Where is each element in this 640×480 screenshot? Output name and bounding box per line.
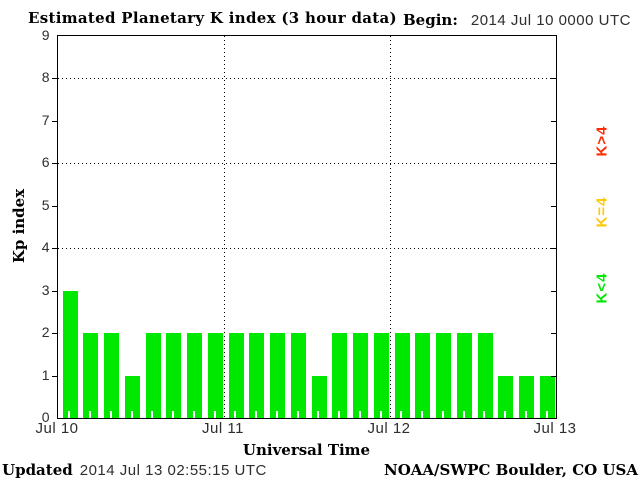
kp-bar [456,333,472,418]
begin-row: Begin: 2014 Jul 10 0000 UTC [403,11,631,29]
axis-tick-notch [483,411,486,418]
axis-tick-notch [400,411,403,418]
axis-tick-notch [441,411,444,418]
axis-tick-notch [172,411,175,418]
axis-tick-notch [234,411,237,418]
kp-bar [249,333,265,418]
axis-tick-notch [109,411,112,418]
axis-tick-notch [545,411,548,418]
y-tick-label: 3 [41,281,50,298]
y-axis-tick-left [52,205,57,207]
y-axis-tick-left [52,78,57,80]
y-tick-label: 6 [41,154,50,171]
axis-tick-notch [275,411,278,418]
y-tick-label: 7 [41,111,50,128]
kp-bar [415,333,431,418]
kp-bar [436,333,451,418]
axis-tick-notch [296,411,299,418]
h-gridline [58,78,556,80]
y-axis-tick-right [551,333,556,335]
kp-bar [270,333,285,418]
x-tick-label: Jul 12 [367,420,411,437]
kp-bar [104,333,119,418]
y-tick-label: 8 [41,69,50,86]
axis-tick-notch [317,411,320,418]
kp-bar [166,333,182,418]
legend-item-k-eq-4: K=4 [593,196,611,228]
axis-tick-notch [255,411,258,418]
y-tick-label: 0 [41,409,50,425]
kp-bar [332,333,348,418]
axis-tick-notch [421,411,424,418]
kp-bar [353,333,368,418]
begin-label: Begin: [403,11,458,29]
axis-tick-notch [379,411,382,418]
y-axis-tick-right [551,248,556,250]
x-axis-title: Universal Time [242,441,371,459]
y-axis-tick-left [52,290,57,292]
axis-tick-notch [504,411,507,418]
day-gridline [390,36,391,418]
kp-bar [290,333,306,418]
y-axis-tick-right [551,375,556,377]
kp-bar [477,333,493,418]
kp-bar [519,375,534,418]
chart-title: Estimated Planetary K index (3 hour data… [28,9,397,27]
y-axis-tick-right [551,78,556,80]
axis-tick-notch [338,411,341,418]
y-tick-label: 2 [41,324,50,341]
kp-bar [62,290,78,418]
y-tick-label: 4 [41,239,50,256]
y-axis-title: Kp index [10,188,28,264]
kp-bar [145,333,161,418]
kp-bar [311,375,327,418]
day-gridline [224,36,225,418]
x-tick-label: Jul 11 [202,420,244,437]
axis-tick-notch [192,411,195,418]
h-gridline [58,248,556,250]
y-axis-tick-left [52,248,57,250]
axis-tick-notch [524,411,527,418]
axis-tick-notch [68,411,71,418]
kp-bar [207,333,223,418]
x-tick-label: Jul 13 [533,420,577,437]
y-axis-tick-left [52,333,57,335]
h-gridline [58,163,556,165]
kp-bar [228,333,244,418]
y-axis-tick-left [52,120,57,122]
updated-label: Updated [2,461,73,479]
y-axis-tick-right [551,163,556,165]
axis-tick-notch [130,411,133,418]
begin-value: 2014 Jul 10 0000 UTC [470,12,631,29]
credit-text: NOAA/SWPC Boulder, CO USA [383,461,638,479]
x-tick-label: Jul 10 [35,420,79,437]
axis-tick-notch [213,411,216,418]
updated-value: 2014 Jul 13 02:55:15 UTC [79,462,267,479]
plot-area [52,35,557,419]
y-axis-tick-right [551,120,556,122]
axis-tick-notch [358,411,361,418]
kp-bar [83,333,99,418]
kp-bar [394,333,410,418]
axis-tick-notch [462,411,465,418]
axis-tick-notch [89,411,92,418]
y-tick-label: 5 [41,196,50,213]
kp-bar [124,375,140,418]
kp-bar [539,375,555,418]
kp-bar [187,333,202,418]
y-axis-tick-right [551,290,556,292]
y-tick-label: 1 [41,366,50,383]
kp-bar [498,375,514,418]
legend-item-k-gt-4: K>4 [593,125,611,157]
legend-item-k-lt-4: K<4 [593,272,611,304]
y-axis-tick-right [551,205,556,207]
axis-tick-notch [151,411,154,418]
updated-timestamp: Updated 2014 Jul 13 02:55:15 UTC [2,461,267,479]
kp-bar [373,333,389,418]
y-axis-tick-left [52,163,57,165]
y-tick-label: 9 [41,27,50,43]
y-axis-tick-left [52,375,57,377]
